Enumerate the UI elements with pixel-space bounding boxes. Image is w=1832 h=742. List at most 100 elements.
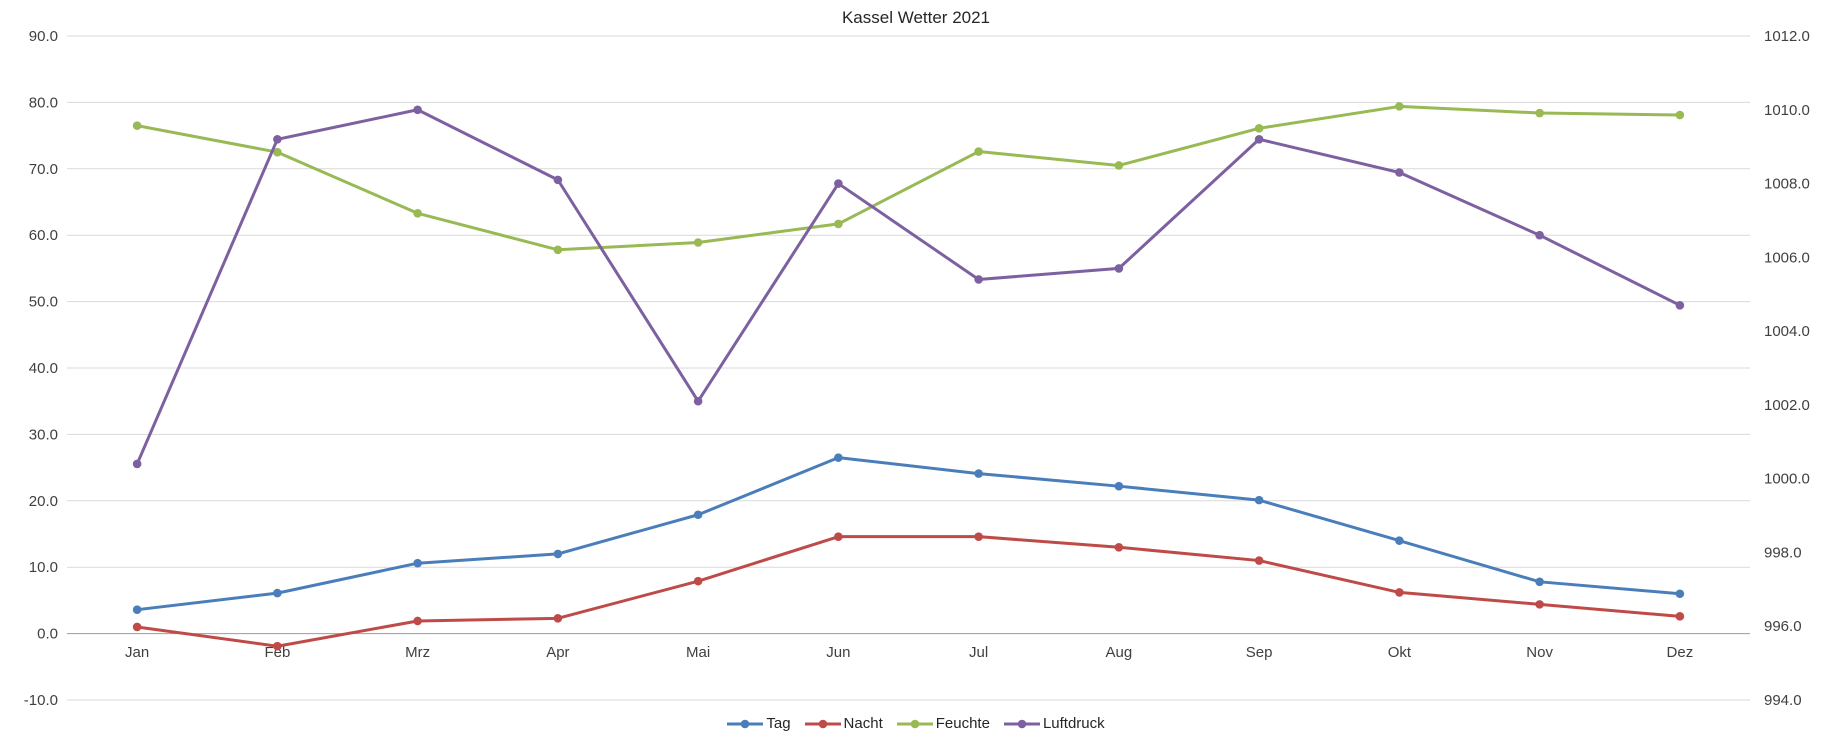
legend-dot bbox=[1017, 719, 1027, 728]
data-point-luftdruck bbox=[1395, 168, 1404, 177]
data-point-feuchte bbox=[553, 245, 563, 255]
data-point-tag bbox=[1675, 589, 1685, 599]
left-axis-tick-label: 60.0 bbox=[29, 227, 58, 244]
data-point-nacht bbox=[974, 532, 983, 541]
x-axis-label: Nov bbox=[1526, 644, 1553, 661]
legend-item-luftdruck: Luftdruck bbox=[1003, 715, 1105, 732]
data-point-luftdruck bbox=[693, 396, 703, 406]
legend-item-feuchte: Feuchte bbox=[896, 715, 990, 732]
data-point-nacht bbox=[553, 614, 563, 623]
left-axis-tick-label: 70.0 bbox=[29, 161, 58, 178]
data-point-feuchte bbox=[1114, 161, 1124, 170]
data-point-tag bbox=[693, 510, 703, 520]
data-point-tag bbox=[974, 469, 983, 478]
legend-label: Luftdruck bbox=[1042, 715, 1105, 732]
data-point-tag bbox=[1535, 577, 1544, 587]
data-point-tag bbox=[834, 453, 843, 462]
data-point-luftdruck bbox=[1114, 264, 1124, 273]
data-point-feuchte bbox=[1395, 102, 1404, 111]
data-point-tag bbox=[1254, 495, 1264, 505]
x-axis-label: Mrz bbox=[405, 644, 430, 661]
left-axis-tick-label: 0.0 bbox=[37, 626, 58, 643]
series-line-tag bbox=[135, 456, 1682, 612]
x-axis-label: Dez bbox=[1667, 644, 1694, 661]
legend-marker-icon bbox=[804, 719, 841, 728]
data-point-nacht bbox=[132, 622, 142, 632]
legend-label: Tag bbox=[766, 715, 791, 732]
left-axis-tick-label: 90.0 bbox=[29, 28, 58, 45]
series-line-feuchte bbox=[135, 104, 1682, 252]
right-axis-tick-label: 1004.0 bbox=[1764, 323, 1810, 340]
left-axis-tick-label: 20.0 bbox=[29, 493, 58, 510]
chart-legend: Tag Nacht Feuchte Luftdruck bbox=[0, 715, 1832, 732]
x-axis-label: Jul bbox=[969, 644, 988, 661]
data-point-luftdruck bbox=[132, 459, 142, 469]
data-point-feuchte bbox=[413, 208, 422, 218]
x-axis-label: Jun bbox=[826, 644, 850, 661]
data-point-nacht bbox=[413, 616, 422, 626]
data-point-tag bbox=[1114, 481, 1124, 491]
chart-title: Kassel Wetter 2021 bbox=[841, 8, 991, 27]
left-axis-tick-label: 40.0 bbox=[29, 360, 58, 377]
legend-marker-icon bbox=[727, 719, 764, 728]
data-point-nacht bbox=[693, 576, 703, 586]
data-point-feuchte bbox=[1254, 123, 1264, 133]
right-axis-tick-label: 994.0 bbox=[1764, 692, 1802, 709]
data-point-luftdruck bbox=[974, 275, 983, 284]
data-point-luftdruck bbox=[834, 179, 843, 188]
data-point-luftdruck bbox=[413, 105, 422, 115]
right-axis-tick-label: 1006.0 bbox=[1764, 249, 1810, 266]
left-axis-tick-label: 30.0 bbox=[29, 426, 58, 443]
x-axis-label: Okt bbox=[1388, 644, 1412, 661]
data-point-feuchte bbox=[974, 147, 983, 156]
data-point-feuchte bbox=[1535, 108, 1544, 118]
legend-marker-icon bbox=[1003, 719, 1040, 728]
legend-item-nacht: Nacht bbox=[804, 715, 883, 732]
legend-label: Feuchte bbox=[935, 715, 990, 732]
data-point-luftdruck bbox=[273, 134, 282, 144]
series-line-nacht bbox=[135, 535, 1682, 648]
left-axis-tick-label: 80.0 bbox=[29, 94, 58, 111]
legend-dot bbox=[818, 719, 827, 728]
legend-marker-icon bbox=[896, 719, 933, 728]
data-point-tag bbox=[553, 549, 563, 559]
data-point-nacht bbox=[1254, 556, 1264, 565]
right-axis-tick-label: 1000.0 bbox=[1764, 471, 1810, 488]
x-axis-label: Sep bbox=[1246, 644, 1273, 661]
left-axis-tick-label: 50.0 bbox=[29, 294, 58, 311]
left-axis-tick-label: -10.0 bbox=[24, 692, 58, 709]
right-axis-tick-label: 998.0 bbox=[1764, 544, 1802, 561]
x-axis-label: Mai bbox=[686, 644, 710, 661]
data-point-tag bbox=[132, 605, 142, 614]
x-axis-label: Aug bbox=[1106, 644, 1133, 661]
data-point-luftdruck bbox=[1254, 134, 1264, 144]
data-point-feuchte bbox=[693, 238, 703, 247]
data-point-luftdruck bbox=[1535, 230, 1544, 240]
series-line-luftdruck bbox=[135, 108, 1682, 466]
legend-item-tag: Tag bbox=[727, 715, 791, 732]
data-point-tag bbox=[273, 588, 282, 598]
right-axis-tick-label: 1002.0 bbox=[1764, 397, 1810, 414]
data-point-feuchte bbox=[834, 219, 843, 229]
data-point-tag bbox=[413, 558, 422, 568]
data-point-tag bbox=[1395, 536, 1404, 545]
x-axis-label: Jan bbox=[125, 644, 149, 661]
right-axis-tick-label: 1008.0 bbox=[1764, 176, 1810, 193]
data-point-feuchte bbox=[273, 147, 282, 157]
data-point-nacht bbox=[834, 532, 843, 541]
data-point-nacht bbox=[273, 641, 282, 651]
data-point-feuchte bbox=[1675, 110, 1685, 120]
left-axis-tick-label: 10.0 bbox=[29, 559, 58, 576]
data-point-luftdruck bbox=[1675, 300, 1685, 310]
legend-label: Nacht bbox=[843, 715, 883, 732]
right-axis-tick-label: 996.0 bbox=[1764, 618, 1802, 635]
data-point-feuchte bbox=[132, 121, 142, 130]
legend-dot bbox=[910, 719, 920, 728]
data-point-luftdruck bbox=[553, 175, 563, 185]
right-axis-tick-label: 1012.0 bbox=[1764, 28, 1810, 45]
data-point-nacht bbox=[1675, 612, 1685, 621]
data-point-nacht bbox=[1535, 600, 1544, 609]
x-axis-label: Apr bbox=[546, 644, 569, 661]
data-point-nacht bbox=[1114, 542, 1124, 552]
